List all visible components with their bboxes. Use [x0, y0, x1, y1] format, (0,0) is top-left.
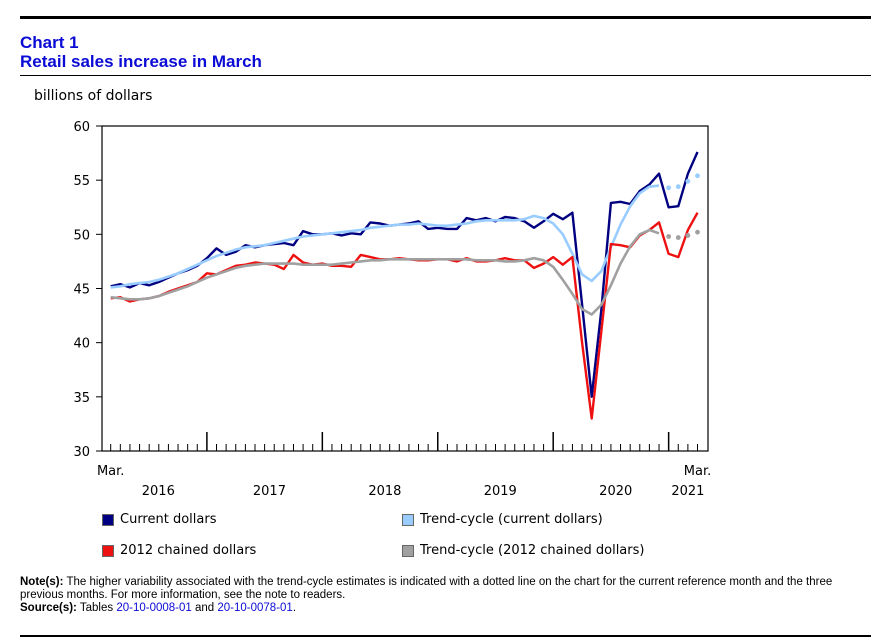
chart-label: Chart 1 — [20, 33, 79, 52]
trend-current-line — [110, 184, 660, 289]
x-year-label: 2016 — [142, 484, 175, 499]
plot-frame — [101, 125, 709, 452]
legend-item-trend-chained: Trend-cycle (2012 chained dollars) — [402, 543, 644, 558]
x-year-label: 2020 — [599, 484, 632, 499]
x-year-label: 2018 — [368, 484, 401, 499]
source-and: and — [194, 602, 215, 614]
source-label: Source(s): — [20, 602, 77, 614]
trend-current-dot — [695, 173, 700, 179]
trend-chained-dot — [666, 234, 672, 239]
x-year-label: 2017 — [253, 484, 286, 499]
source-text-block: Source(s): Tables 20-10-0008-01 and 20-1… — [20, 602, 870, 615]
trend-current-dot — [685, 178, 691, 184]
chart-title: Retail sales increase in March — [20, 52, 262, 71]
line-chart: 30 35 40 45 50 55 60 Mar. Mar. 2016 2017 2018 2019 20… — [73, 120, 711, 499]
y-tick-label: 35 — [73, 391, 90, 406]
x-start-month-label: Mar. — [97, 464, 124, 479]
trend-chained-line — [110, 228, 660, 316]
chart-labels: 30 35 40 45 50 55 60 Mar. Mar. 2016 2017 2018 2019 20… — [73, 120, 711, 499]
legend-item-trend-current: Trend-cycle (current dollars) — [402, 512, 603, 527]
y-tick-label: 50 — [73, 228, 90, 243]
legend-swatch-trend-current — [402, 513, 414, 526]
trend-current-dot — [675, 184, 681, 190]
legend-label-chained: 2012 chained dollars — [120, 543, 257, 558]
x-year-label: 2021 — [671, 484, 704, 499]
trend-chained-dot — [685, 233, 691, 238]
y-axis-unit-label: billions of dollars — [34, 88, 153, 104]
chained-dollars-line — [110, 212, 699, 420]
title-rule — [20, 75, 871, 76]
top-rule — [20, 16, 871, 19]
note-label: Note(s): — [20, 576, 64, 588]
legend-swatch-trend-chained — [402, 544, 414, 557]
chart-heading: Chart 1 Retail sales increase in March — [20, 33, 262, 71]
source-table-link-2[interactable]: 20-10-0078-01 — [217, 602, 293, 614]
x-end-month-label: Mar. — [684, 464, 711, 479]
y-tick-label: 45 — [73, 283, 90, 298]
y-tick-label: 55 — [73, 174, 90, 189]
y-tick-label: 60 — [73, 120, 90, 135]
legend-swatch-current — [102, 513, 114, 526]
source-table-link-1[interactable]: 20-10-0008-01 — [116, 602, 192, 614]
legend-swatch-chained — [102, 544, 114, 557]
chart-axes — [96, 125, 709, 452]
y-tick-label: 40 — [73, 337, 90, 352]
legend-label-current: Current dollars — [120, 512, 217, 527]
note-text-block: Note(s): The higher variability associat… — [20, 576, 870, 602]
y-tick-label: 30 — [73, 445, 90, 460]
source-prefix: Tables — [79, 602, 114, 614]
bottom-rule — [20, 635, 871, 637]
notes-block: Note(s): The higher variability associat… — [20, 576, 870, 615]
legend-item-current: Current dollars — [102, 512, 216, 527]
legend-label-trend-current: Trend-cycle (current dollars) — [420, 512, 603, 527]
current-dollars-line — [110, 151, 699, 398]
legend-item-chained: 2012 chained dollars — [102, 543, 256, 558]
chart-series — [110, 151, 700, 420]
trend-current-dot — [666, 185, 672, 191]
legend-label-trend-chained: Trend-cycle (2012 chained dollars) — [420, 543, 645, 558]
trend-chained-dot — [675, 235, 681, 240]
note-text: The higher variability associated with t… — [20, 576, 833, 601]
trend-chained-dot — [695, 229, 700, 235]
source-end: . — [292, 602, 297, 614]
x-year-label: 2019 — [484, 484, 517, 499]
